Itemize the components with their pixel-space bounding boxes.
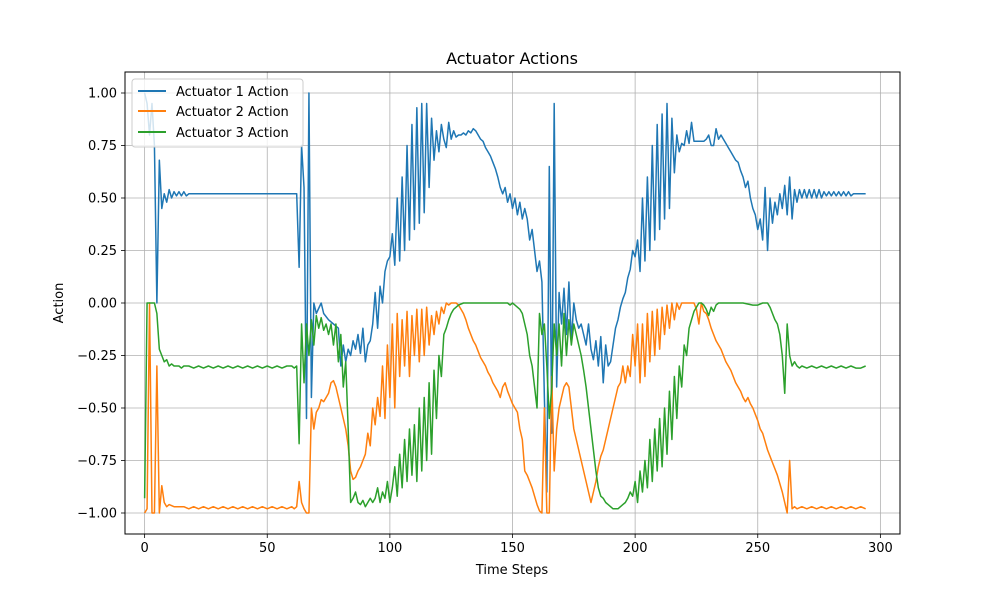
chart-title: Actuator Actions <box>446 49 578 68</box>
x-tick-label: 150 <box>500 541 525 556</box>
grid <box>125 72 900 534</box>
x-tick-label: 200 <box>623 541 648 556</box>
series-line-actuator-2 <box>143 302 866 514</box>
legend-box <box>131 78 304 148</box>
series-lines <box>143 92 866 514</box>
y-tick-label: −1.00 <box>77 507 117 522</box>
series-line-actuator-3 <box>143 302 866 510</box>
legend-label-actuator-3: Actuator 3 Action <box>176 126 289 141</box>
series-line-actuator-1 <box>143 92 866 493</box>
y-tick-label: −0.75 <box>77 454 117 469</box>
y-tick-label: 0.50 <box>88 192 117 207</box>
x-tick-label: 300 <box>868 541 893 556</box>
legend-label-actuator-1: Actuator 1 Action <box>176 85 289 100</box>
y-tick-label: 1.00 <box>88 87 117 102</box>
y-axis-label: Action <box>52 283 67 324</box>
y-tick-label: −0.25 <box>77 349 117 364</box>
y-tick-label: 0.25 <box>88 244 117 259</box>
legend: Actuator 1 Action Actuator 2 Action Actu… <box>131 78 304 148</box>
y-tick-label: −0.50 <box>77 402 117 417</box>
x-axis-ticks: 0 50 100 150 200 250 300 <box>140 534 893 556</box>
legend-label-actuator-2: Actuator 2 Action <box>176 105 289 120</box>
x-tick-label: 100 <box>377 541 402 556</box>
x-axis-label: Time Steps <box>475 563 549 578</box>
y-tick-label: 0.00 <box>88 297 117 312</box>
x-tick-label: 0 <box>140 541 148 556</box>
y-axis-ticks: −1.00 −0.75 −0.50 −0.25 0.00 0.25 0.50 0.75 1.00 <box>77 87 125 522</box>
x-tick-label: 50 <box>259 541 276 556</box>
y-tick-label: 0.75 <box>88 139 117 154</box>
x-tick-label: 250 <box>745 541 770 556</box>
